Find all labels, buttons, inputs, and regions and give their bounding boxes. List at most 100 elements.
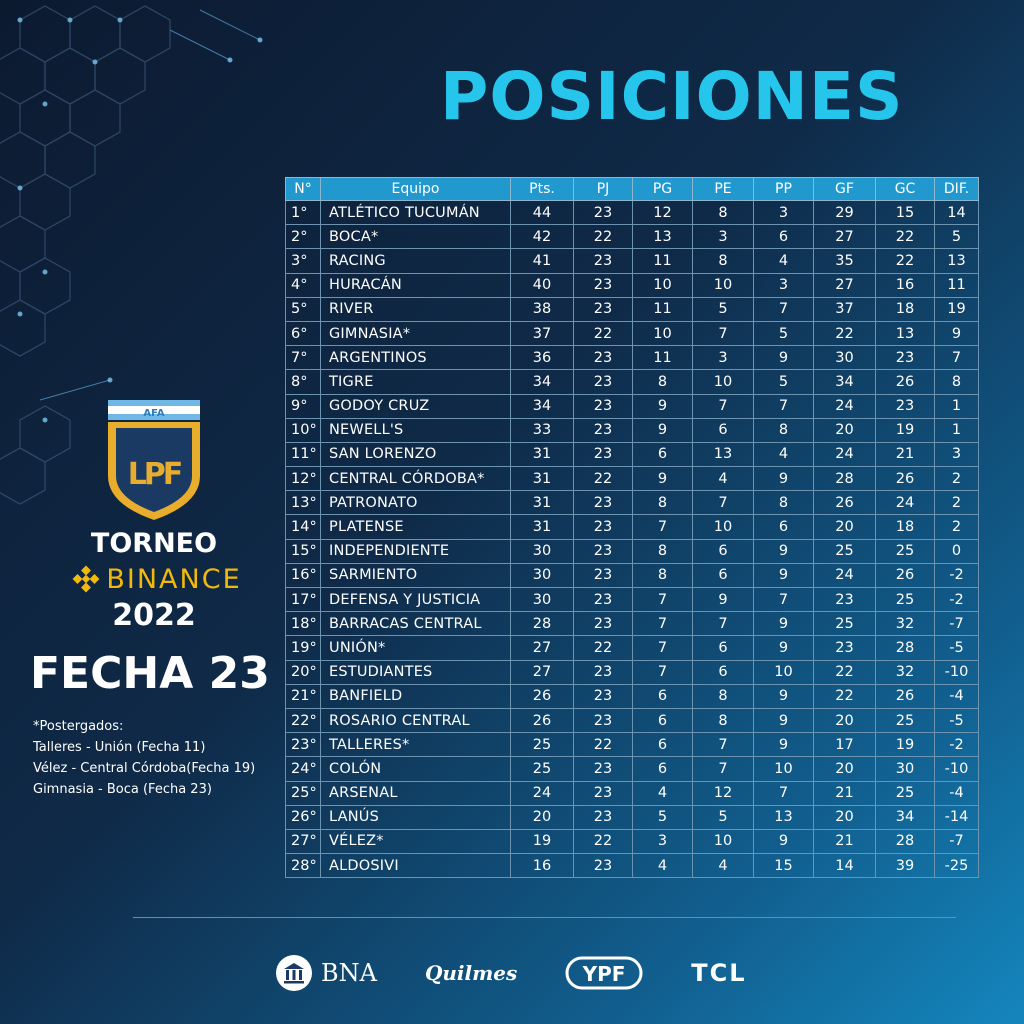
team-name-cell: PLATENSE <box>320 514 511 540</box>
stat-cell: 9 <box>753 345 814 371</box>
stat-cell: 22 <box>813 683 876 709</box>
position-cell: 4° <box>285 272 321 298</box>
stat-cell: 23 <box>813 635 876 661</box>
tournament-year: 2022 <box>112 598 196 633</box>
stat-cell: 17 <box>813 732 876 758</box>
stat-cell: 3 <box>934 441 979 468</box>
stat-cell: 23 <box>573 538 633 564</box>
position-cell: 5° <box>285 296 321 322</box>
stat-cell: 9 <box>753 562 814 589</box>
stat-cell: 25 <box>875 586 935 613</box>
stat-cell: 26 <box>875 369 935 395</box>
stat-cell: 6 <box>753 224 814 250</box>
position-cell: 9° <box>285 393 321 419</box>
table-row: 26° LANÚS 20 23 5 5 13 20 34 -14 <box>285 804 979 830</box>
stat-cell: 37 <box>813 296 876 322</box>
stat-cell: 27 <box>510 635 574 661</box>
stat-cell: 6 <box>753 514 814 540</box>
stat-cell: 3 <box>692 345 754 371</box>
table-row: 2° BOCA* 42 22 13 3 6 27 22 5 <box>285 224 979 250</box>
team-name-cell: ALDOSIVI <box>320 853 511 879</box>
position-cell: 20° <box>285 659 321 685</box>
stat-cell: -14 <box>934 804 979 830</box>
position-cell: 23° <box>285 732 321 758</box>
table-row: 27° VÉLEZ* 19 22 3 10 9 21 28 -7 <box>285 828 979 855</box>
stat-cell: 25 <box>510 732 574 758</box>
table-body: 1° ATLÉTICO TUCUMÁN 44 23 12 8 3 29 15 14 2° BOCA* 4… <box>285 199 979 879</box>
stat-cell: 31 <box>510 514 574 540</box>
stat-cell: 25 <box>875 538 935 564</box>
stat-cell: -7 <box>934 611 979 637</box>
stat-cell: 7 <box>753 393 814 419</box>
stat-cell: 19 <box>875 417 935 443</box>
stat-cell: 3 <box>632 828 693 855</box>
team-name-cell: HURACÁN <box>320 272 511 298</box>
stat-cell: 11 <box>934 272 979 298</box>
stat-cell: 3 <box>753 272 814 298</box>
table-row: 22° ROSARIO CENTRAL 26 23 6 8 9 20 25 -5 <box>285 707 979 734</box>
stat-cell: 7 <box>692 490 754 516</box>
stat-cell: 30 <box>510 586 574 613</box>
stat-cell: 25 <box>813 611 876 637</box>
table-row: 1° ATLÉTICO TUCUMÁN 44 23 12 8 3 29 15 14 <box>285 199 979 226</box>
stat-cell: 6 <box>632 441 693 468</box>
stat-cell: 24 <box>875 490 935 516</box>
table-row: 7° ARGENTINOS 36 23 11 3 9 30 23 7 <box>285 345 979 371</box>
stat-cell: 44 <box>510 199 574 226</box>
stat-cell: 37 <box>510 320 574 347</box>
stat-cell: 9 <box>753 683 814 709</box>
stat-cell: 31 <box>510 466 574 492</box>
stat-cell: 10 <box>753 659 814 685</box>
stat-cell: 10 <box>632 320 693 347</box>
stat-cell: 25 <box>875 707 935 734</box>
table-row: 19° UNIÓN* 27 22 7 6 9 23 28 -5 <box>285 635 979 661</box>
stat-cell: 39 <box>875 853 935 879</box>
stat-cell: 7 <box>753 780 814 806</box>
stat-cell: 32 <box>875 659 935 685</box>
stat-cell: 9 <box>934 320 979 347</box>
stat-cell: 9 <box>632 393 693 419</box>
stat-cell: 16 <box>875 272 935 298</box>
team-name-cell: ATLÉTICO TUCUMÁN <box>320 199 511 226</box>
team-name-cell: PATRONATO <box>320 490 511 516</box>
table-header-row: N° Equipo Pts. PJ PG PE PP GF GC DIF. <box>285 177 979 201</box>
table-row: 6° GIMNASIA* 37 22 10 7 5 22 13 9 <box>285 320 979 347</box>
stat-cell: 34 <box>510 369 574 395</box>
stat-cell: 32 <box>875 611 935 637</box>
sponsor-bna: BNA <box>275 954 377 992</box>
team-name-cell: BARRACAS CENTRAL <box>320 611 511 637</box>
stat-cell: 24 <box>813 441 876 468</box>
position-cell: 12° <box>285 466 321 492</box>
shield-mark-text: LPF <box>128 457 181 492</box>
team-name-cell: RIVER <box>320 296 511 322</box>
team-name-cell: INDEPENDIENTE <box>320 538 511 564</box>
stat-cell: 9 <box>753 732 814 758</box>
stat-cell: 21 <box>813 780 876 806</box>
postponed-heading: *Postergados: <box>33 719 124 734</box>
team-name-cell: VÉLEZ* <box>320 828 511 855</box>
position-cell: 3° <box>285 248 321 274</box>
stat-cell: 6 <box>632 756 693 782</box>
team-name-cell: GIMNASIA* <box>320 320 511 347</box>
bna-label: BNA <box>321 959 377 987</box>
stat-cell: 22 <box>573 828 633 855</box>
sponsor-tcl: TCL <box>691 959 747 987</box>
stat-cell: 10 <box>692 828 754 855</box>
table-row: 9° GODOY CRUZ 34 23 9 7 7 24 23 1 <box>285 393 979 419</box>
stat-cell: 25 <box>875 780 935 806</box>
stat-cell: 8 <box>632 369 693 395</box>
stat-cell: 23 <box>573 296 633 322</box>
stat-cell: 23 <box>573 199 633 226</box>
stat-cell: 28 <box>813 466 876 492</box>
stat-cell: -4 <box>934 780 979 806</box>
stat-cell: 26 <box>875 683 935 709</box>
stat-cell: 8 <box>632 538 693 564</box>
stat-cell: 38 <box>510 296 574 322</box>
shield-top-text: AFA <box>143 408 164 419</box>
stat-cell: 26 <box>510 683 574 709</box>
position-cell: 14° <box>285 514 321 540</box>
stat-cell: 26 <box>875 466 935 492</box>
position-cell: 6° <box>285 320 321 347</box>
sponsor-quilmes: Quilmes <box>424 961 518 985</box>
stat-cell: 22 <box>573 224 633 250</box>
